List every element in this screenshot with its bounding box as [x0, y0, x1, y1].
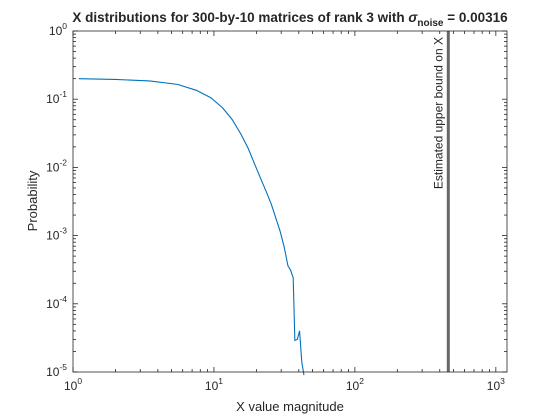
plot-content: Estimated upper bound on X — [78, 31, 450, 376]
x-axis-label: X value magnitude — [236, 399, 344, 414]
axes — [72, 30, 508, 373]
y-tick-label: 10-2 — [46, 157, 67, 174]
chart-title: X distributions for 300-by-10 matrices o… — [72, 10, 508, 29]
chart-title-main: X distributions for 300-by-10 matrices o… — [72, 10, 408, 25]
x-tick-label: 101 — [205, 376, 223, 393]
y-tick-label: 10-3 — [46, 226, 67, 243]
y-tick-label: 10-1 — [46, 89, 67, 106]
axes-box — [72, 30, 508, 373]
y-axis-label: Probability — [25, 170, 40, 231]
y-tick-labels: 100 10-1 10-2 10-3 10-4 10-5 — [46, 21, 67, 379]
series-line-0 — [78, 78, 305, 376]
chart-title-value: = 0.00316 — [444, 10, 509, 25]
y-tick-label: 100 — [49, 21, 67, 38]
x-tick-label: 100 — [64, 376, 82, 393]
y-tick-label: 10-4 — [46, 294, 67, 311]
upper-bound-label: Estimated upper bound on X — [431, 37, 445, 189]
y-tick-label: 10-5 — [46, 362, 67, 379]
x-tick-label: 103 — [487, 376, 505, 393]
chart-title-sigma: σ — [408, 10, 418, 25]
x-tick-label: 102 — [346, 376, 364, 393]
plot-background — [73, 31, 507, 372]
chart-title-subscript: noise — [417, 18, 444, 29]
x-tick-labels: 100 101 102 103 — [64, 376, 505, 393]
